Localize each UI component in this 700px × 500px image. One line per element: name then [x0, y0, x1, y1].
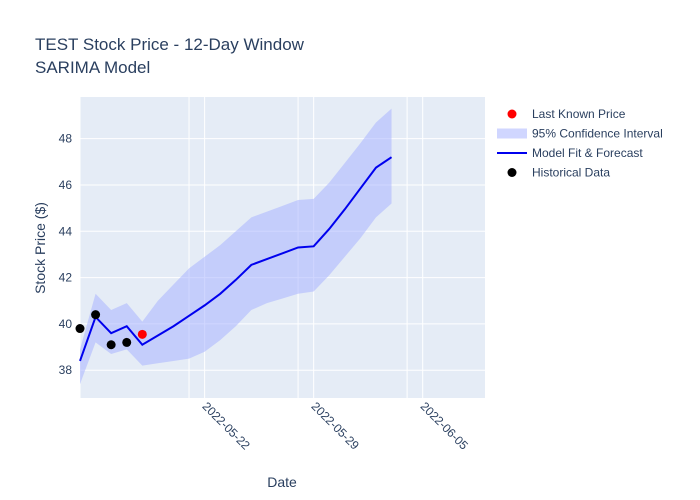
legend-label: Historical Data: [532, 166, 610, 180]
legend-item[interactable]: Model Fit & Forecast: [497, 146, 643, 160]
historical-data-point: [106, 340, 116, 350]
legend-marker-band: [497, 128, 527, 139]
x-axis-title: Date: [267, 474, 297, 490]
model-fit-forecast-line: [79, 156, 393, 362]
x-tick-label: 2022-05-22: [199, 399, 253, 453]
x-tick-label: 2022-05-29: [309, 399, 363, 453]
historical-data-point: [91, 310, 101, 320]
confidence-band-layer: [80, 108, 392, 385]
legend: Last Known Price 95% Confidence Interval M…: [497, 107, 663, 180]
legend-item[interactable]: Historical Data: [507, 166, 611, 180]
x-tick-label: 2022-06-05: [418, 399, 472, 453]
chart-title: TEST Stock Price - 12-Day Window: [35, 35, 305, 54]
confidence-interval-band: [80, 108, 392, 385]
y-tick-label: 48: [59, 132, 73, 146]
y-tick-label: 42: [59, 271, 73, 285]
historical-data-point: [122, 337, 132, 347]
y-tick-label: 40: [59, 317, 73, 331]
legend-label: 95% Confidence Interval: [532, 127, 663, 141]
legend-marker-dot: [507, 168, 517, 177]
legend-item[interactable]: 95% Confidence Interval: [497, 127, 663, 141]
legend-label: Last Known Price: [532, 107, 626, 121]
y-tick-label: 44: [59, 224, 73, 238]
chart-subtitle: SARIMA Model: [35, 58, 150, 77]
legend-marker-dot: [507, 109, 517, 119]
points-layer: [75, 310, 147, 350]
legend-label: Model Fit & Forecast: [532, 146, 643, 160]
last-known-price-point: [137, 329, 147, 339]
historical-data-point: [75, 324, 85, 334]
y-tick-label: 38: [59, 363, 73, 377]
y-tick-label: 46: [59, 178, 73, 192]
forecast-line-layer: [79, 156, 393, 362]
y-axis-title: Stock Price ($): [32, 202, 48, 294]
legend-item[interactable]: Last Known Price: [507, 107, 626, 121]
